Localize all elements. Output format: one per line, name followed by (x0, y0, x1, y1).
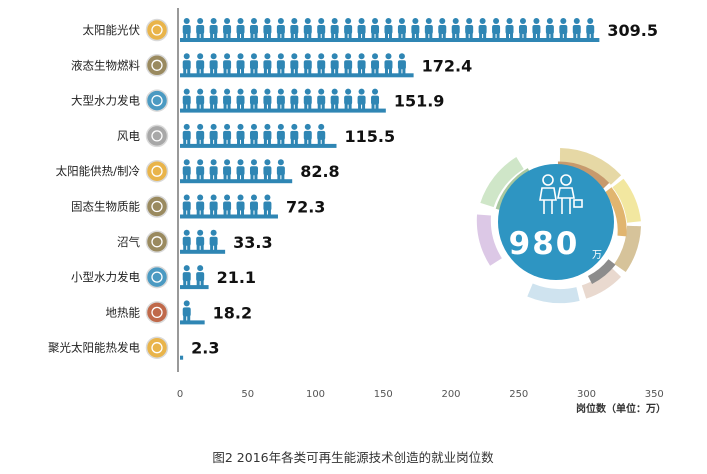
value-label: 115.5 (345, 127, 396, 146)
bar (180, 53, 414, 78)
water-drop-icon (145, 89, 169, 112)
leaf-icon (145, 230, 169, 254)
value-label: 21.1 (217, 268, 256, 287)
category-label: 液态生物燃料 (71, 58, 140, 72)
category-label: 固态生物质能 (71, 200, 140, 214)
bar (180, 265, 209, 290)
bar (180, 88, 386, 113)
x-axis-ticks: 0 50 100 150 200 250 300 350 (177, 389, 664, 400)
value-label: 172.4 (422, 56, 473, 75)
wind-icon (145, 124, 169, 148)
category-row: 风电 115.5 (117, 123, 396, 148)
category-row: 沼气 33.3 (117, 229, 273, 254)
category-label: 风电 (117, 129, 140, 143)
value-label: 72.3 (286, 198, 325, 217)
bar (180, 123, 337, 148)
bar (180, 194, 278, 219)
category-row: 大型水力发电 151.9 (71, 88, 445, 113)
sun-icon (145, 159, 169, 183)
sun-icon (145, 336, 169, 359)
category-row: 太阳能供热/制冷 82.8 (56, 159, 340, 184)
x-tick-label: 100 (306, 389, 325, 400)
value-label: 18.2 (213, 303, 252, 322)
category-row: 小型水力发电 21.1 (71, 265, 256, 290)
x-axis-title: 岗位数（单位：万） (576, 402, 666, 415)
bar (180, 300, 205, 325)
value-label: 33.3 (233, 233, 272, 252)
category-label: 太阳能光伏 (83, 23, 141, 37)
x-tick-label: 250 (509, 389, 528, 400)
category-label: 太阳能供热/制冷 (56, 164, 140, 178)
x-tick-label: 200 (441, 389, 460, 400)
category-row: 地热能 18.2 (106, 300, 252, 325)
sun-icon (145, 18, 169, 42)
x-tick-label: 50 (241, 389, 254, 400)
volcano-icon (145, 301, 169, 324)
category-label: 小型水力发电 (71, 270, 140, 284)
category-row: 聚光太阳能热发电 2.3 (48, 336, 219, 360)
badge-value: 980 (509, 226, 580, 262)
value-label: 82.8 (300, 162, 339, 181)
value-label: 309.5 (607, 21, 658, 40)
bar (180, 18, 600, 42)
x-tick-label: 300 (577, 389, 596, 400)
value-label: 2.3 (191, 339, 219, 358)
water-drop-icon (145, 265, 169, 289)
category-row: 固态生物质能 72.3 (71, 194, 325, 219)
badge-unit: 万 (592, 250, 602, 261)
bar (180, 355, 184, 360)
chart-caption: 图2 2016年各类可再生能源技术创造的就业岗位数 (212, 450, 494, 465)
chart-rows: 太阳能光伏 309.5 液态生物燃料 172.4 大型水力发电 151.9 风电 115.5 太… (48, 18, 658, 360)
value-label: 151.9 (394, 92, 445, 111)
leaf-icon (145, 195, 169, 218)
category-label: 地热能 (106, 305, 141, 319)
worker-couple-icon (539, 174, 583, 214)
badge-ring (476, 148, 641, 304)
category-label: 聚光太阳能热发电 (48, 341, 140, 355)
x-tick-label: 150 (374, 389, 393, 400)
total-jobs-badge: 980 万 (476, 148, 641, 304)
category-row: 液态生物燃料 172.4 (71, 53, 473, 78)
category-label: 沼气 (117, 235, 140, 249)
category-label: 大型水力发电 (71, 94, 140, 108)
x-tick-label: 350 (645, 389, 664, 400)
x-tick-label: 0 (177, 389, 183, 400)
bar (180, 159, 293, 184)
leaf-icon (145, 54, 169, 77)
category-row: 太阳能光伏 309.5 (83, 18, 658, 42)
bar (180, 229, 226, 254)
